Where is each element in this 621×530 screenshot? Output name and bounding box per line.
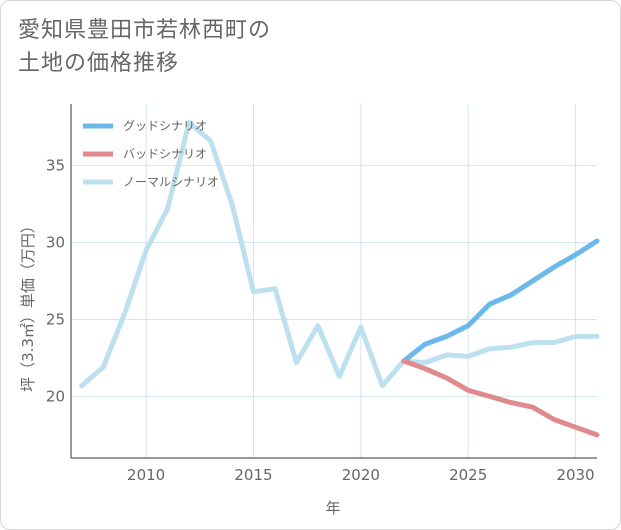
legend-item-2[interactable]: バッドシナリオ [83, 147, 207, 161]
series-line-3 [79, 120, 600, 389]
series-lines [79, 120, 600, 438]
x-tick-label: 2020 [342, 466, 380, 484]
x-axis-label: 年 [325, 499, 340, 517]
title-line-2: 土地の価格推移 [18, 51, 180, 76]
legend-label: グッドシナリオ [123, 119, 207, 133]
y-axis-label: 坪（3.3㎡）単価（万円） [19, 218, 37, 392]
y-tick-label: 35 [46, 157, 65, 175]
title-line-1: 愛知県豊田市若林西町の [18, 18, 272, 43]
legend-item-1[interactable]: グッドシナリオ [83, 119, 207, 133]
x-tick-label: 2010 [127, 466, 165, 484]
y-tick-label: 20 [46, 387, 65, 405]
y-tick-label: 30 [46, 234, 65, 252]
legend-label: バッドシナリオ [123, 147, 207, 161]
x-tick-label: 2030 [556, 466, 594, 484]
axes [70, 104, 597, 459]
series-line-1 [401, 238, 600, 364]
legend-label: ノーマルシナリオ [123, 175, 219, 189]
series-line-2 [401, 358, 600, 438]
x-tick-label: 2025 [449, 466, 487, 484]
y-tick-label: 25 [46, 310, 65, 328]
grid-lines [71, 104, 597, 458]
chart-title: 愛知県豊田市若林西町の 土地の価格推移 [18, 14, 271, 80]
x-tick-label: 2015 [234, 466, 272, 484]
legend-item-3[interactable]: ノーマルシナリオ [83, 175, 219, 189]
